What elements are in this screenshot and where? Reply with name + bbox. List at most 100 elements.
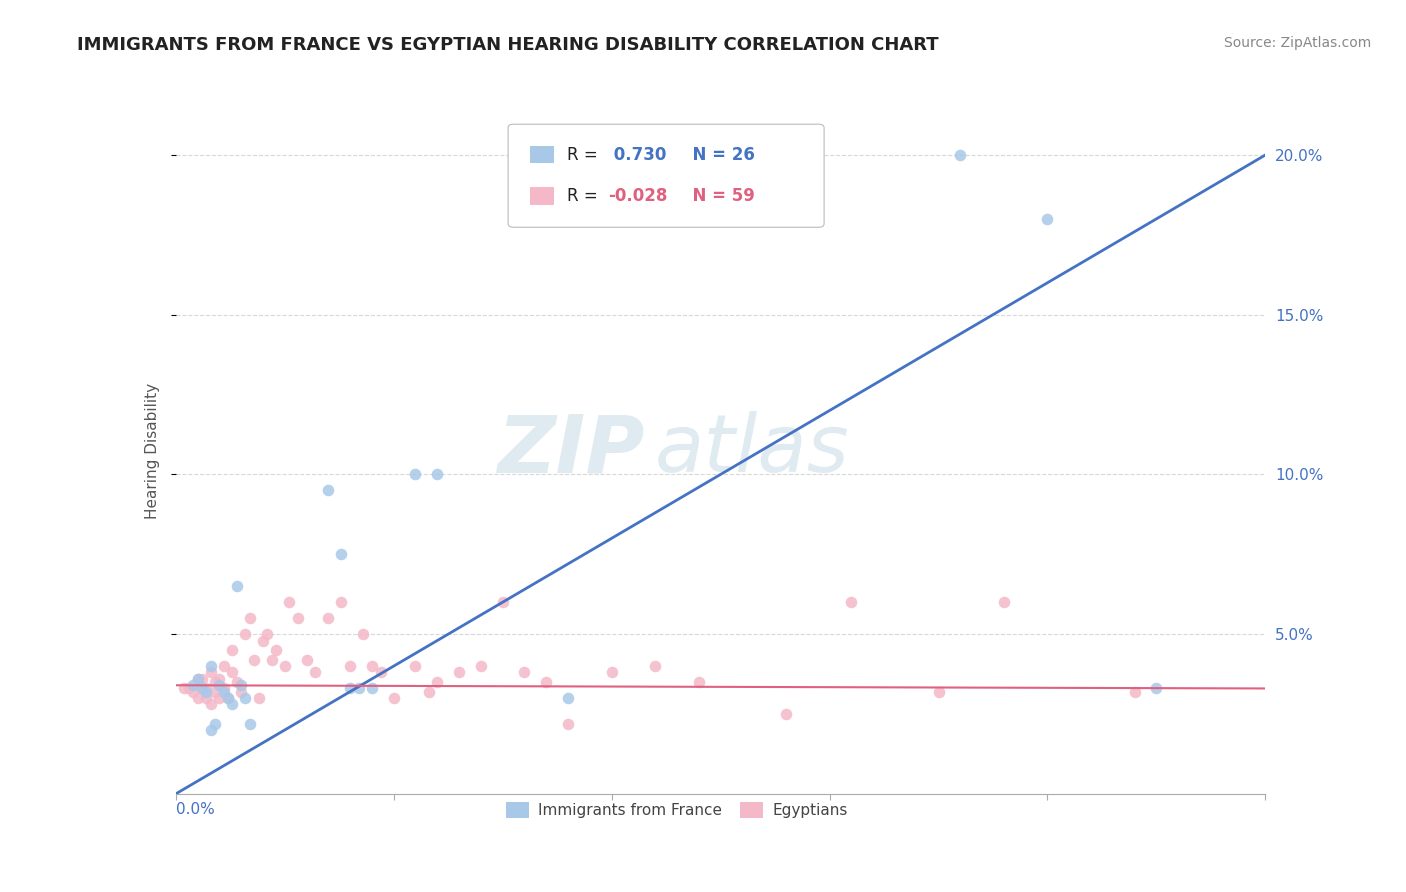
Point <box>212 659 235 673</box>
Point <box>370 665 392 680</box>
Point <box>217 691 239 706</box>
Point <box>212 684 235 698</box>
FancyBboxPatch shape <box>530 187 554 204</box>
Point <box>492 595 515 609</box>
Point <box>534 675 557 690</box>
Point <box>426 675 449 690</box>
Text: IMMIGRANTS FROM FRANCE VS EGYPTIAN HEARING DISABILITY CORRELATION CHART: IMMIGRANTS FROM FRANCE VS EGYPTIAN HEARI… <box>77 36 939 54</box>
Point <box>235 627 257 641</box>
Point <box>557 716 579 731</box>
Point <box>557 691 579 706</box>
Point <box>1123 684 1146 698</box>
Point <box>239 716 262 731</box>
Point <box>688 675 710 690</box>
Point <box>841 595 863 609</box>
Point <box>191 681 214 696</box>
Text: R =: R = <box>567 187 603 205</box>
Point <box>231 678 253 692</box>
Point <box>993 595 1015 609</box>
Point <box>195 684 218 698</box>
Y-axis label: Hearing Disability: Hearing Disability <box>145 383 160 518</box>
Point <box>173 681 195 696</box>
Point <box>278 595 301 609</box>
Point <box>204 675 226 690</box>
Point <box>304 665 326 680</box>
Point <box>186 691 209 706</box>
Point <box>418 684 440 698</box>
Point <box>274 659 297 673</box>
Point <box>318 483 340 498</box>
Point <box>470 659 492 673</box>
FancyBboxPatch shape <box>530 146 554 163</box>
Point <box>225 675 247 690</box>
Point <box>260 653 283 667</box>
Point <box>382 691 405 706</box>
Point <box>225 579 247 593</box>
Point <box>360 681 382 696</box>
Point <box>247 691 270 706</box>
Point <box>195 691 218 706</box>
Point <box>181 684 204 698</box>
Text: ZIP: ZIP <box>496 411 644 490</box>
Text: N = 59: N = 59 <box>682 187 755 205</box>
Point <box>339 681 361 696</box>
Point <box>208 678 231 692</box>
Point <box>352 627 374 641</box>
Point <box>208 691 231 706</box>
Point <box>447 665 470 680</box>
Point <box>347 681 370 696</box>
Text: 0.730: 0.730 <box>609 146 666 164</box>
Text: N = 26: N = 26 <box>682 146 755 164</box>
Point <box>513 665 536 680</box>
Point <box>221 643 243 657</box>
Point <box>204 684 226 698</box>
Point <box>231 684 253 698</box>
Legend: Immigrants from France, Egyptians: Immigrants from France, Egyptians <box>501 796 853 824</box>
FancyBboxPatch shape <box>508 124 824 227</box>
Point <box>200 665 222 680</box>
Point <box>287 611 309 625</box>
Point <box>235 691 257 706</box>
Point <box>339 659 361 673</box>
Text: atlas: atlas <box>655 411 851 490</box>
Point <box>195 681 218 696</box>
Point <box>243 653 266 667</box>
Point <box>191 681 214 696</box>
Text: Source: ZipAtlas.com: Source: ZipAtlas.com <box>1223 36 1371 50</box>
Text: R =: R = <box>567 146 603 164</box>
Point <box>405 659 427 673</box>
Point <box>330 595 353 609</box>
Point <box>775 706 797 721</box>
Text: 0.0%: 0.0% <box>176 802 215 817</box>
Point <box>239 611 262 625</box>
Point <box>200 659 222 673</box>
Point <box>318 611 340 625</box>
Point <box>295 653 318 667</box>
Point <box>256 627 278 641</box>
Point <box>252 633 274 648</box>
Point <box>200 723 222 737</box>
Point <box>221 665 243 680</box>
Point <box>200 698 222 712</box>
Point <box>1144 681 1167 696</box>
Point <box>360 659 382 673</box>
Point <box>181 678 204 692</box>
Text: -0.028: -0.028 <box>609 187 668 205</box>
Point <box>186 672 209 686</box>
Point <box>928 684 950 698</box>
Point <box>600 665 623 680</box>
Point <box>221 698 243 712</box>
Point <box>330 547 353 561</box>
Point <box>177 681 200 696</box>
Point <box>191 672 214 686</box>
Point <box>426 467 449 482</box>
Point <box>217 691 239 706</box>
Point <box>405 467 427 482</box>
Point <box>644 659 666 673</box>
Point <box>949 148 972 162</box>
Point <box>208 672 231 686</box>
Point <box>212 681 235 696</box>
Point <box>204 716 226 731</box>
Point <box>264 643 287 657</box>
Point <box>186 672 209 686</box>
